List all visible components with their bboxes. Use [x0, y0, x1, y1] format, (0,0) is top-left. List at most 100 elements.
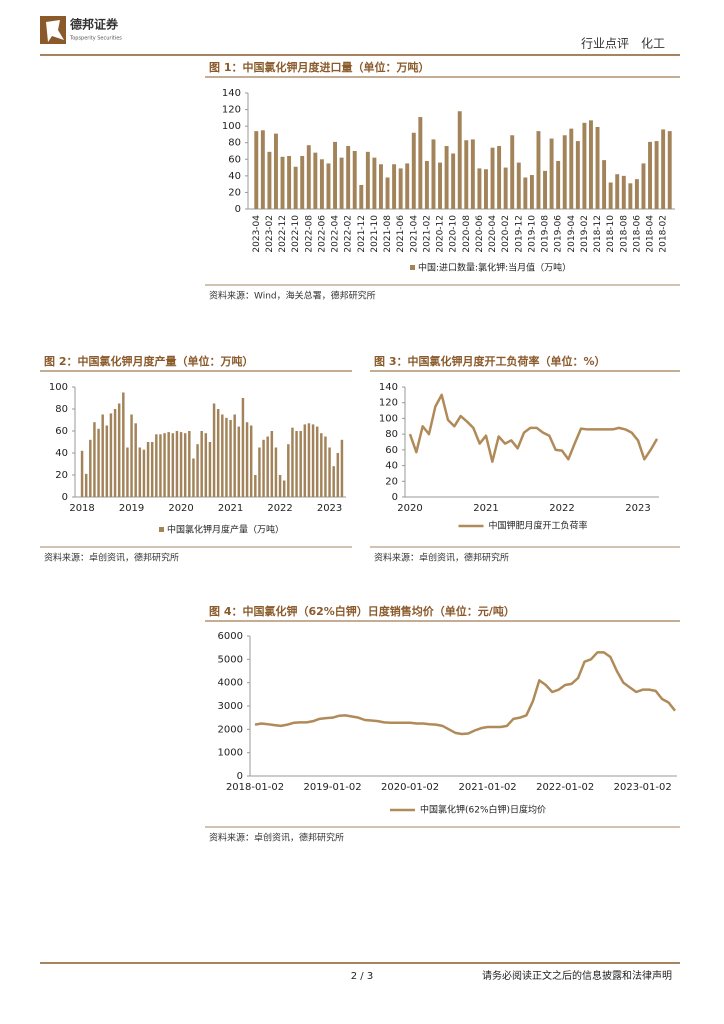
bar — [237, 426, 241, 497]
y-tick-label: 0 — [392, 492, 398, 503]
x-tick-label: 2021-12 — [357, 215, 367, 253]
bar — [221, 414, 224, 497]
bar — [295, 431, 298, 497]
bar — [159, 434, 162, 497]
bar — [274, 133, 278, 209]
bar — [101, 414, 104, 497]
bar — [608, 182, 613, 209]
section-label: 行业点评 化工 — [581, 37, 665, 51]
bar — [523, 177, 528, 209]
x-tick-label: 2018-01-02 — [226, 782, 284, 793]
bar — [654, 141, 659, 209]
x-tick-label: 2018-02 — [659, 215, 669, 253]
bar — [208, 442, 212, 497]
x-tick-label: 2020-06 — [475, 215, 485, 253]
bar — [667, 131, 672, 209]
bar — [431, 139, 436, 209]
x-tick-label: 2018-08 — [619, 215, 629, 253]
x-tick-label: 2023-02 — [265, 215, 275, 253]
x-tick-label: 2022-08 — [304, 215, 314, 253]
bar — [582, 122, 587, 209]
bar — [398, 168, 403, 209]
bar — [122, 392, 125, 497]
y-tick-label: 100 — [379, 413, 398, 424]
y-tick-label: 5000 — [218, 654, 243, 665]
bar — [634, 179, 639, 209]
y-tick-label: 2000 — [218, 724, 243, 735]
bar — [311, 424, 315, 497]
bar — [274, 447, 278, 497]
y-tick-label: 6000 — [218, 631, 243, 642]
y-tick-label: 120 — [222, 105, 241, 116]
bar — [150, 442, 154, 497]
bar — [464, 140, 469, 209]
bar — [621, 175, 626, 209]
legend-label: 中国钾肥月度开工负荷率 — [489, 520, 588, 532]
bar — [352, 151, 357, 209]
x-tick-label: 2018-10 — [606, 215, 616, 253]
y-tick-label: 40 — [228, 171, 241, 182]
source-note: 资料来源：Wind，海关总署，德邦研究所 — [209, 290, 376, 302]
bar — [299, 431, 302, 497]
bar — [503, 167, 508, 209]
bar — [359, 184, 364, 209]
bar — [556, 160, 561, 209]
x-tick-label: 2020-08 — [462, 215, 472, 253]
bar — [319, 159, 324, 209]
x-tick-label: 2018-06 — [632, 215, 642, 253]
bar — [379, 164, 383, 209]
bar — [313, 152, 318, 209]
bar — [225, 417, 228, 497]
bar — [543, 170, 547, 209]
x-tick-label: 2020-02 — [501, 215, 511, 253]
chart-title: 图 1：中国氯化钾月度进口量（单位：万吨） — [209, 60, 429, 74]
bar — [130, 414, 133, 497]
bar — [575, 141, 580, 209]
x-tick-label: 2019-01-02 — [303, 782, 361, 793]
bar — [451, 153, 456, 209]
bar — [89, 439, 92, 497]
source-note: 资料来源：卓创资讯，德邦研究所 — [209, 832, 344, 844]
bar — [628, 183, 633, 209]
y-tick-label: 100 — [222, 121, 241, 132]
y-tick-label: 60 — [385, 445, 398, 456]
y-tick-label: 20 — [55, 470, 68, 481]
bar — [562, 135, 567, 209]
bar — [212, 403, 216, 497]
bar — [569, 128, 574, 209]
y-tick-label: 60 — [55, 426, 68, 437]
bar — [477, 168, 482, 209]
bar — [293, 166, 298, 209]
bar — [385, 177, 390, 209]
bar — [438, 162, 442, 209]
bar — [457, 111, 462, 209]
bar — [589, 120, 593, 209]
y-tick-label: 120 — [379, 398, 398, 409]
bar — [171, 433, 175, 497]
bar — [134, 423, 137, 497]
x-tick-label: 2022-06 — [317, 215, 327, 253]
bar — [497, 146, 502, 209]
bar — [233, 414, 236, 497]
chart-title: 图 4：中国氯化钾（62%白钾）日度销售均价（单位：元/吨） — [209, 604, 515, 618]
x-tick-label: 2023 — [625, 503, 650, 514]
bar — [516, 162, 521, 209]
x-tick-label: 2018-12 — [593, 215, 603, 253]
line — [408, 393, 659, 463]
bar — [641, 163, 646, 209]
bar — [216, 409, 220, 497]
y-tick-label: 0 — [237, 771, 243, 782]
bar — [93, 422, 96, 497]
bar — [241, 398, 245, 497]
bar — [444, 146, 449, 209]
bar — [291, 427, 294, 497]
bar — [229, 420, 232, 497]
bar — [245, 422, 249, 497]
x-tick-label: 2020-04 — [488, 215, 498, 253]
bar — [510, 135, 515, 209]
x-tick-label: 2022-01-02 — [536, 782, 594, 793]
bar — [204, 433, 208, 497]
bar — [326, 163, 331, 209]
bar — [196, 444, 199, 497]
bar — [266, 436, 269, 497]
